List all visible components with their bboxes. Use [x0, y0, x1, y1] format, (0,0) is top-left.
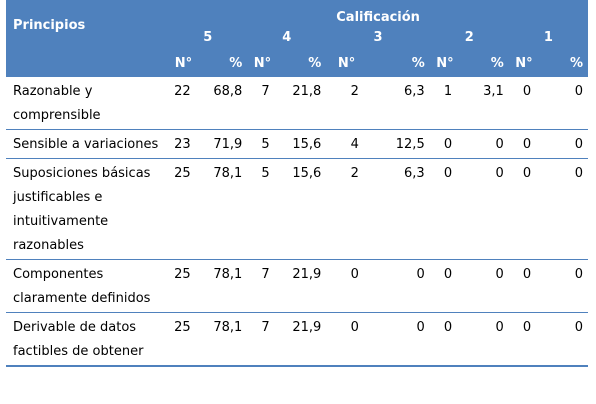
percent-cell: 71,9	[198, 129, 248, 159]
count-cell: 0	[508, 129, 540, 159]
table-body: Razonable y comprensible 22 68,8 7 21,8 …	[6, 77, 588, 367]
count-header: N°	[253, 56, 272, 71]
count-cell: 0	[508, 158, 540, 260]
percent-cell: 0	[539, 129, 588, 159]
percent-header: %	[411, 56, 425, 71]
percent-cell: 0	[460, 312, 509, 367]
table-row: Componentes claramente definidos 25 78,1…	[6, 259, 588, 313]
percent-cell: 0	[366, 312, 430, 367]
count-cell: 0	[326, 312, 367, 367]
count-cell: 0	[429, 259, 461, 313]
ratings-table-container: Principios Calificación 5 4 3 2 1 N° % N…	[6, 0, 588, 367]
count-cell: 22	[168, 77, 199, 130]
percent-cell: 21,9	[277, 259, 327, 313]
count-cell: 25	[168, 158, 199, 260]
percent-cell: 6,3	[366, 158, 430, 260]
count-cell: 7	[247, 259, 278, 313]
percent-cell: 78,1	[198, 259, 248, 313]
count-cell: 0	[429, 129, 461, 159]
ratings-table: Principios Calificación 5 4 3 2 1 N° % N…	[6, 0, 588, 367]
principio-cell: Componentes claramente definidos	[6, 259, 169, 313]
count-cell: 2	[326, 77, 367, 130]
count-cell: 0	[508, 259, 540, 313]
principio-cell: Sensible a variaciones	[6, 129, 169, 159]
percent-cell: 0	[539, 158, 588, 260]
percent-header: %	[229, 56, 243, 71]
percent-header: %	[569, 56, 583, 71]
count-cell: 0	[429, 312, 461, 367]
percent-cell: 0	[539, 77, 588, 130]
table-row: Razonable y comprensible 22 68,8 7 21,8 …	[6, 77, 588, 130]
calificacion-header: Calificación	[336, 10, 420, 25]
header-row-subcolumns: N° % N° % N° % N° % N° %	[6, 50, 588, 77]
percent-cell: 0	[539, 312, 588, 367]
score-header-3: 3	[373, 30, 383, 45]
score-header-1: 1	[543, 30, 553, 45]
percent-header: %	[490, 56, 504, 71]
count-header: N°	[515, 56, 533, 71]
percent-cell: 21,8	[277, 77, 327, 130]
percent-cell: 15,6	[277, 129, 327, 159]
count-cell: 0	[326, 259, 367, 313]
score-header-4: 4	[282, 30, 292, 45]
principio-cell: Razonable y comprensible	[6, 77, 169, 130]
percent-cell: 6,3	[366, 77, 430, 130]
header-row-calificacion: Principios Calificación	[6, 0, 588, 33]
count-cell: 7	[247, 77, 278, 130]
count-cell: 0	[508, 77, 540, 130]
count-cell: 7	[247, 312, 278, 367]
count-cell: 25	[168, 312, 199, 367]
table-row: Sensible a variaciones 23 71,9 5 15,6 4 …	[6, 129, 588, 159]
percent-cell: 12,5	[366, 129, 430, 159]
count-cell: 25	[168, 259, 199, 313]
subheader-blank	[6, 50, 168, 77]
percent-cell: 78,1	[198, 158, 248, 260]
score-header-5: 5	[203, 30, 213, 45]
count-cell: 5	[247, 158, 278, 260]
percent-cell: 3,1	[460, 77, 509, 130]
percent-header: %	[308, 56, 322, 71]
percent-cell: 68,8	[198, 77, 248, 130]
percent-cell: 78,1	[198, 312, 248, 367]
count-cell: 0	[429, 158, 461, 260]
principios-header: Principios	[13, 17, 86, 33]
percent-cell: 0	[460, 158, 509, 260]
count-cell: 1	[429, 77, 461, 130]
principio-cell: Derivable de datos factibles de obtener	[6, 312, 169, 367]
count-cell: 5	[247, 129, 278, 159]
count-header: N°	[337, 56, 356, 71]
principio-cell: Suposiciones básicas justificables e int…	[6, 158, 169, 260]
table-header: Principios Calificación 5 4 3 2 1 N° % N…	[6, 0, 588, 77]
count-cell: 4	[326, 129, 367, 159]
count-cell: 0	[508, 312, 540, 367]
percent-cell: 0	[366, 259, 430, 313]
score-header-2: 2	[464, 30, 474, 45]
count-cell: 23	[168, 129, 199, 159]
count-header: N°	[436, 56, 454, 71]
percent-cell: 0	[460, 259, 509, 313]
table-row: Derivable de datos factibles de obtener …	[6, 312, 588, 367]
count-header: N°	[174, 56, 193, 71]
percent-cell: 0	[460, 129, 509, 159]
percent-cell: 21,9	[277, 312, 327, 367]
percent-cell: 15,6	[277, 158, 327, 260]
count-cell: 2	[326, 158, 367, 260]
percent-cell: 0	[539, 259, 588, 313]
table-row: Suposiciones básicas justificables e int…	[6, 158, 588, 260]
